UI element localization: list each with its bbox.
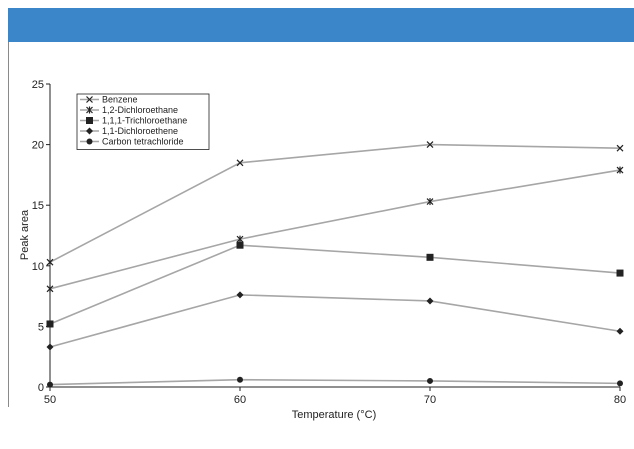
legend-label: Carbon tetrachloride xyxy=(102,137,184,147)
data-point-1-0 xyxy=(46,285,54,293)
y-axis-title: Peak area xyxy=(19,209,31,260)
series-line-4 xyxy=(49,378,621,386)
legend-marker xyxy=(86,127,93,135)
data-point-3-3 xyxy=(616,327,624,335)
data-point-2-3 xyxy=(616,269,624,277)
data-point-0-1 xyxy=(236,159,244,167)
data-point-2-1 xyxy=(236,241,244,249)
series-line-3 xyxy=(49,294,621,348)
legend-marker xyxy=(86,117,93,124)
x-tick-label: 50 xyxy=(44,394,56,406)
data-point-1-3 xyxy=(616,166,624,174)
data-point-4-2 xyxy=(427,377,433,384)
data-point-2-0 xyxy=(46,320,54,328)
legend-box xyxy=(76,93,210,150)
legend-marker xyxy=(86,96,93,103)
data-point-4-3 xyxy=(617,380,623,387)
series-markers xyxy=(46,141,624,388)
y-tick-label: 20 xyxy=(32,140,44,152)
y-tick-label: 15 xyxy=(32,200,44,212)
x-axis-title: Temperature (°C) xyxy=(292,409,376,421)
data-point-3-0 xyxy=(46,343,54,351)
data-point-0-0 xyxy=(46,258,54,266)
legend-label: 1,2-Dichloroethane xyxy=(102,105,178,115)
x-tick-label: 80 xyxy=(614,394,626,406)
data-point-1-1 xyxy=(236,235,244,243)
left-border-rule xyxy=(8,42,9,407)
legend-label: 1,1-Dichloroethene xyxy=(102,126,178,136)
data-point-1-2 xyxy=(426,198,434,206)
legend-label: 1,1,1-Trichloroethane xyxy=(102,116,187,126)
series-line-0 xyxy=(49,143,621,263)
data-point-0-3 xyxy=(616,144,624,152)
chart-axes: 0 5 10 15 20 25 50 60 70 80 xyxy=(32,79,626,406)
data-point-3-1 xyxy=(236,291,244,299)
data-point-0-2 xyxy=(426,141,434,149)
data-point-4-0 xyxy=(47,381,53,388)
data-point-4-1 xyxy=(237,376,243,383)
y-tick-label: 0 xyxy=(38,382,44,394)
legend-label: Benzene xyxy=(102,95,138,105)
x-tick-label: 70 xyxy=(424,394,436,406)
legend: Benzene1,2-Dichloroethane1,1,1-Trichloro… xyxy=(76,93,210,150)
data-point-3-2 xyxy=(426,297,434,305)
y-tick-label: 10 xyxy=(32,261,44,273)
series-lines xyxy=(49,143,621,386)
legend-marker xyxy=(86,106,93,114)
legend-marker xyxy=(86,138,93,145)
series-line-2 xyxy=(49,244,621,325)
y-tick-label: 25 xyxy=(32,79,44,91)
series-line-1 xyxy=(49,169,621,290)
header-band xyxy=(8,8,634,42)
x-tick-label: 60 xyxy=(234,394,246,406)
y-tick-label: 5 xyxy=(38,321,44,333)
data-point-2-2 xyxy=(426,253,434,261)
